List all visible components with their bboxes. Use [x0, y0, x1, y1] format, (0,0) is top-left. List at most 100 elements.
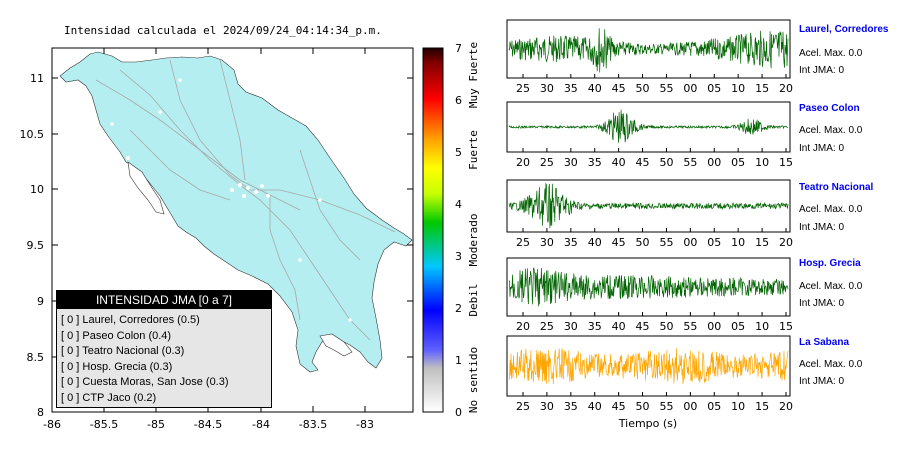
station-int-laurel: Int JMA: 0	[799, 65, 845, 76]
map-y-tick-label: 9	[37, 295, 44, 308]
station-name-teatro-nacional[interactable]: Teatro Nacional	[799, 182, 874, 193]
colorbar-category-label: Muy Fuerte	[467, 42, 480, 108]
waveform-x-tick-label: 00	[683, 82, 697, 95]
waveform-x-tick-label: 50	[659, 156, 673, 169]
waveform-x-tick-label: 55	[683, 320, 697, 333]
waveform-x-tick-label: 30	[540, 82, 554, 95]
legend-item-laurel: [ 0 ] Laurel, Corredores (0.5)	[61, 314, 200, 326]
waveform-x-tick-label: 35	[564, 236, 578, 249]
jma-colorbar	[422, 47, 444, 413]
waveform-x-tick-label: 50	[636, 400, 650, 413]
waveform-panel: 25 30 35 40 45 50 55 00 05 10 15 20	[506, 335, 793, 413]
colorbar-tick-label: 2	[455, 302, 462, 315]
station-int-la-sabana: Int JMA: 0	[799, 376, 845, 387]
waveform-x-tick-label: 20	[516, 156, 530, 169]
map-y-tick-label: 8	[37, 406, 44, 419]
station-name-la-sabana[interactable]: La Sabana	[799, 337, 850, 348]
colorbar-tick-label: 3	[455, 250, 462, 263]
waveform-x-tick-label: 35	[588, 156, 602, 169]
waveform-x-tick-label: 35	[564, 82, 578, 95]
station-acel-paseo-colon: Acel. Max. 0.0	[799, 125, 863, 136]
waveform-trace	[508, 182, 789, 229]
waveform-x-tick-label: 25	[516, 400, 530, 413]
station-int-paseo-colon: Int JMA: 0	[799, 143, 845, 154]
waveform-x-tick-label: 45	[636, 156, 650, 169]
waveform-x-tick-label: 00	[707, 320, 721, 333]
station-int-hosp-grecia: Int JMA: 0	[799, 298, 845, 309]
map-y-tick-label: 9.5	[27, 239, 45, 252]
waveform-x-tick-label: 05	[731, 156, 745, 169]
colorbar-tick-label: 0	[455, 406, 462, 419]
waveform-x-tick-label: 05	[707, 82, 721, 95]
waveform-trace	[508, 109, 789, 143]
waveform-x-tick-label: 00	[707, 156, 721, 169]
waveform-x-tick-label: 20	[779, 82, 793, 95]
map-title: Intensidad calculada el 2024/09/24_04:14…	[64, 24, 382, 37]
waveform-x-tick-label: 55	[659, 236, 673, 249]
station-acel-la-sabana: Acel. Max. 0.0	[799, 359, 863, 370]
waveform-x-tick-label: 10	[755, 320, 769, 333]
waveform-x-tick-label: 30	[564, 156, 578, 169]
waveform-panel: 20 25 30 35 40 45 50 55 00 05 10 15	[506, 101, 793, 169]
waveform-x-tick-label: 55	[683, 156, 697, 169]
map-y-tick-label: 8.5	[27, 351, 45, 364]
map-cities	[110, 78, 352, 322]
colorbar-tick-label: 5	[455, 146, 462, 159]
legend-title: INTENSIDAD JMA [0 a 7]	[57, 291, 271, 309]
waveform-trace	[508, 348, 789, 385]
map-x-tick-label: -84	[252, 418, 270, 431]
map-y-tick-label: 11	[30, 72, 44, 85]
waveform-trace	[508, 28, 789, 73]
waveform-x-tick-label: 25	[516, 236, 530, 249]
waveform-x-tick-label: 30	[564, 320, 578, 333]
waveform-x-tick-label: 15	[755, 236, 769, 249]
waveform-x-tick-label: 45	[612, 400, 626, 413]
station-acel-laurel: Acel. Max. 0.0	[799, 48, 863, 59]
colorbar-tick-label: 1	[455, 354, 462, 367]
map-y-axis: 11 10.5 10 9.5 9 8.5 8	[20, 72, 413, 419]
waveform-x-tick-label: 05	[707, 236, 721, 249]
waveform-panel: 25 30 35 40 45 50 55 00 05 10 15 20	[506, 179, 793, 249]
waveform-x-tick-label: 40	[588, 82, 602, 95]
legend-item-hosp-grecia: [ 0 ] Hosp. Grecia (0.3)	[61, 360, 173, 373]
waveform-x-tick-label: 30	[540, 236, 554, 249]
colorbar-tick-label: 4	[455, 198, 462, 211]
intensity-legend: INTENSIDAD JMA [0 a 7] [ 0 ] Laurel, Cor…	[56, 290, 272, 408]
waveform-trace	[508, 267, 789, 307]
station-name-laurel[interactable]: Laurel, Corredores	[799, 24, 889, 35]
waveform-x-tick-label: 50	[636, 236, 650, 249]
waveform-panel: 20 25 30 35 40 45 50 55 00 05 10 15	[506, 257, 793, 333]
colorbar-ticks: 7 6 5 4 3 2 1 0	[455, 42, 462, 419]
waveform-x-tick-label: 20	[516, 320, 530, 333]
waveform-x-tick-label: 15	[779, 156, 793, 169]
waveform-panels: 25 30 35 40 45 50 55 00 05 10 15 20 20 25 30 35 40 45 50 55…	[506, 19, 793, 413]
station-name-paseo-colon[interactable]: Paseo Colon	[799, 103, 860, 114]
colorbar-category-label: Debil	[467, 283, 480, 316]
waveform-x-tick-label: 10	[755, 156, 769, 169]
waveform-x-tick-label: 25	[516, 82, 530, 95]
waveform-x-tick-label: 00	[683, 236, 697, 249]
waveform-x-tick-label: 05	[731, 320, 745, 333]
legend-item-cuesta-moras: [ 0 ] Cuesta Moras, San Jose (0.3)	[61, 376, 229, 388]
waveform-x-tick-label: 25	[540, 156, 554, 169]
colorbar-tick-label: 6	[455, 94, 462, 107]
map-x-tick-label: -83	[356, 418, 374, 431]
waveform-x-tick-label: 50	[636, 82, 650, 95]
colorbar-category-label: No sentido	[467, 347, 480, 413]
map-frame	[51, 47, 414, 413]
nicoya-gulf-water	[127, 161, 165, 215]
osa-peninsula-coast	[319, 333, 353, 357]
station-acel-teatro-nacional: Acel. Max. 0.0	[799, 204, 863, 215]
legend-item-ctp-jaco: [ 0 ] CTP Jaco (0.2)	[61, 391, 157, 404]
station-name-hosp-grecia[interactable]: Hosp. Grecia	[799, 258, 861, 269]
waveform-x-tick-label: 35	[588, 320, 602, 333]
waveform-x-tick-label: 40	[612, 320, 626, 333]
waveform-x-tick-label: 45	[636, 320, 650, 333]
map-x-tick-label: -83.5	[299, 418, 327, 431]
waveform-x-tick-label: 45	[612, 236, 626, 249]
waveform-x-tick-label: 15	[755, 82, 769, 95]
colorbar-category-label: Moderado	[467, 214, 480, 267]
waveform-x-tick-label: 20	[779, 400, 793, 413]
map-roads	[95, 59, 396, 341]
waveform-x-tick-label: 45	[612, 82, 626, 95]
